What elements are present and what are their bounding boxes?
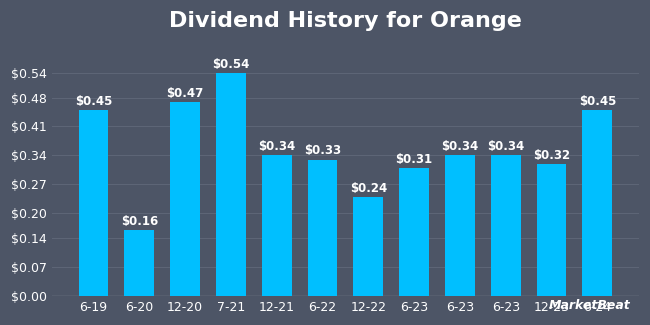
Bar	[491, 155, 521, 296]
Bar	[124, 230, 154, 296]
Bar	[445, 155, 474, 296]
Bar	[262, 155, 292, 296]
Text: $0.32: $0.32	[533, 149, 570, 162]
Title: Dividend History for Orange: Dividend History for Orange	[169, 11, 522, 31]
Text: MarketBeat: MarketBeat	[549, 299, 630, 312]
Text: $0.34: $0.34	[258, 140, 295, 153]
Text: $0.34: $0.34	[487, 140, 525, 153]
Text: $0.31: $0.31	[396, 153, 433, 166]
Bar	[537, 164, 566, 296]
Bar	[216, 73, 246, 296]
Bar	[170, 102, 200, 296]
Text: $0.45: $0.45	[578, 95, 616, 108]
Text: $0.54: $0.54	[213, 58, 250, 71]
Text: $0.16: $0.16	[121, 215, 158, 228]
Text: $0.33: $0.33	[304, 145, 341, 158]
Bar	[582, 110, 612, 296]
Text: $0.34: $0.34	[441, 140, 478, 153]
Bar	[307, 160, 337, 296]
Text: $0.24: $0.24	[350, 182, 387, 195]
Text: $0.47: $0.47	[166, 86, 203, 99]
Bar	[79, 110, 109, 296]
Bar	[354, 197, 384, 296]
Text: $0.45: $0.45	[75, 95, 112, 108]
Bar	[399, 168, 429, 296]
